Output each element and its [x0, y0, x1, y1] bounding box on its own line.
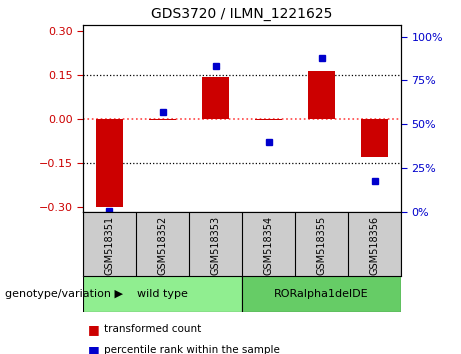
Bar — [361, 119, 388, 157]
Text: RORalpha1delDE: RORalpha1delDE — [274, 289, 369, 299]
Text: transformed count: transformed count — [104, 324, 201, 334]
Text: ■: ■ — [88, 323, 99, 336]
Bar — [83, 276, 242, 312]
Text: GSM518356: GSM518356 — [370, 216, 379, 275]
Bar — [149, 119, 176, 120]
Text: genotype/variation ▶: genotype/variation ▶ — [5, 289, 123, 299]
Text: percentile rank within the sample: percentile rank within the sample — [104, 346, 280, 354]
Bar — [308, 71, 335, 119]
Title: GDS3720 / ILMN_1221625: GDS3720 / ILMN_1221625 — [151, 7, 333, 21]
Bar — [255, 119, 282, 120]
Text: ■: ■ — [88, 344, 99, 354]
Text: GSM518353: GSM518353 — [211, 216, 220, 275]
Bar — [242, 276, 401, 312]
Text: GSM518355: GSM518355 — [317, 216, 326, 275]
Text: GSM518354: GSM518354 — [264, 216, 273, 275]
Bar — [202, 77, 229, 119]
Text: wild type: wild type — [137, 289, 188, 299]
Bar — [96, 119, 123, 206]
Text: GSM518352: GSM518352 — [158, 216, 167, 275]
Text: GSM518351: GSM518351 — [105, 216, 114, 275]
